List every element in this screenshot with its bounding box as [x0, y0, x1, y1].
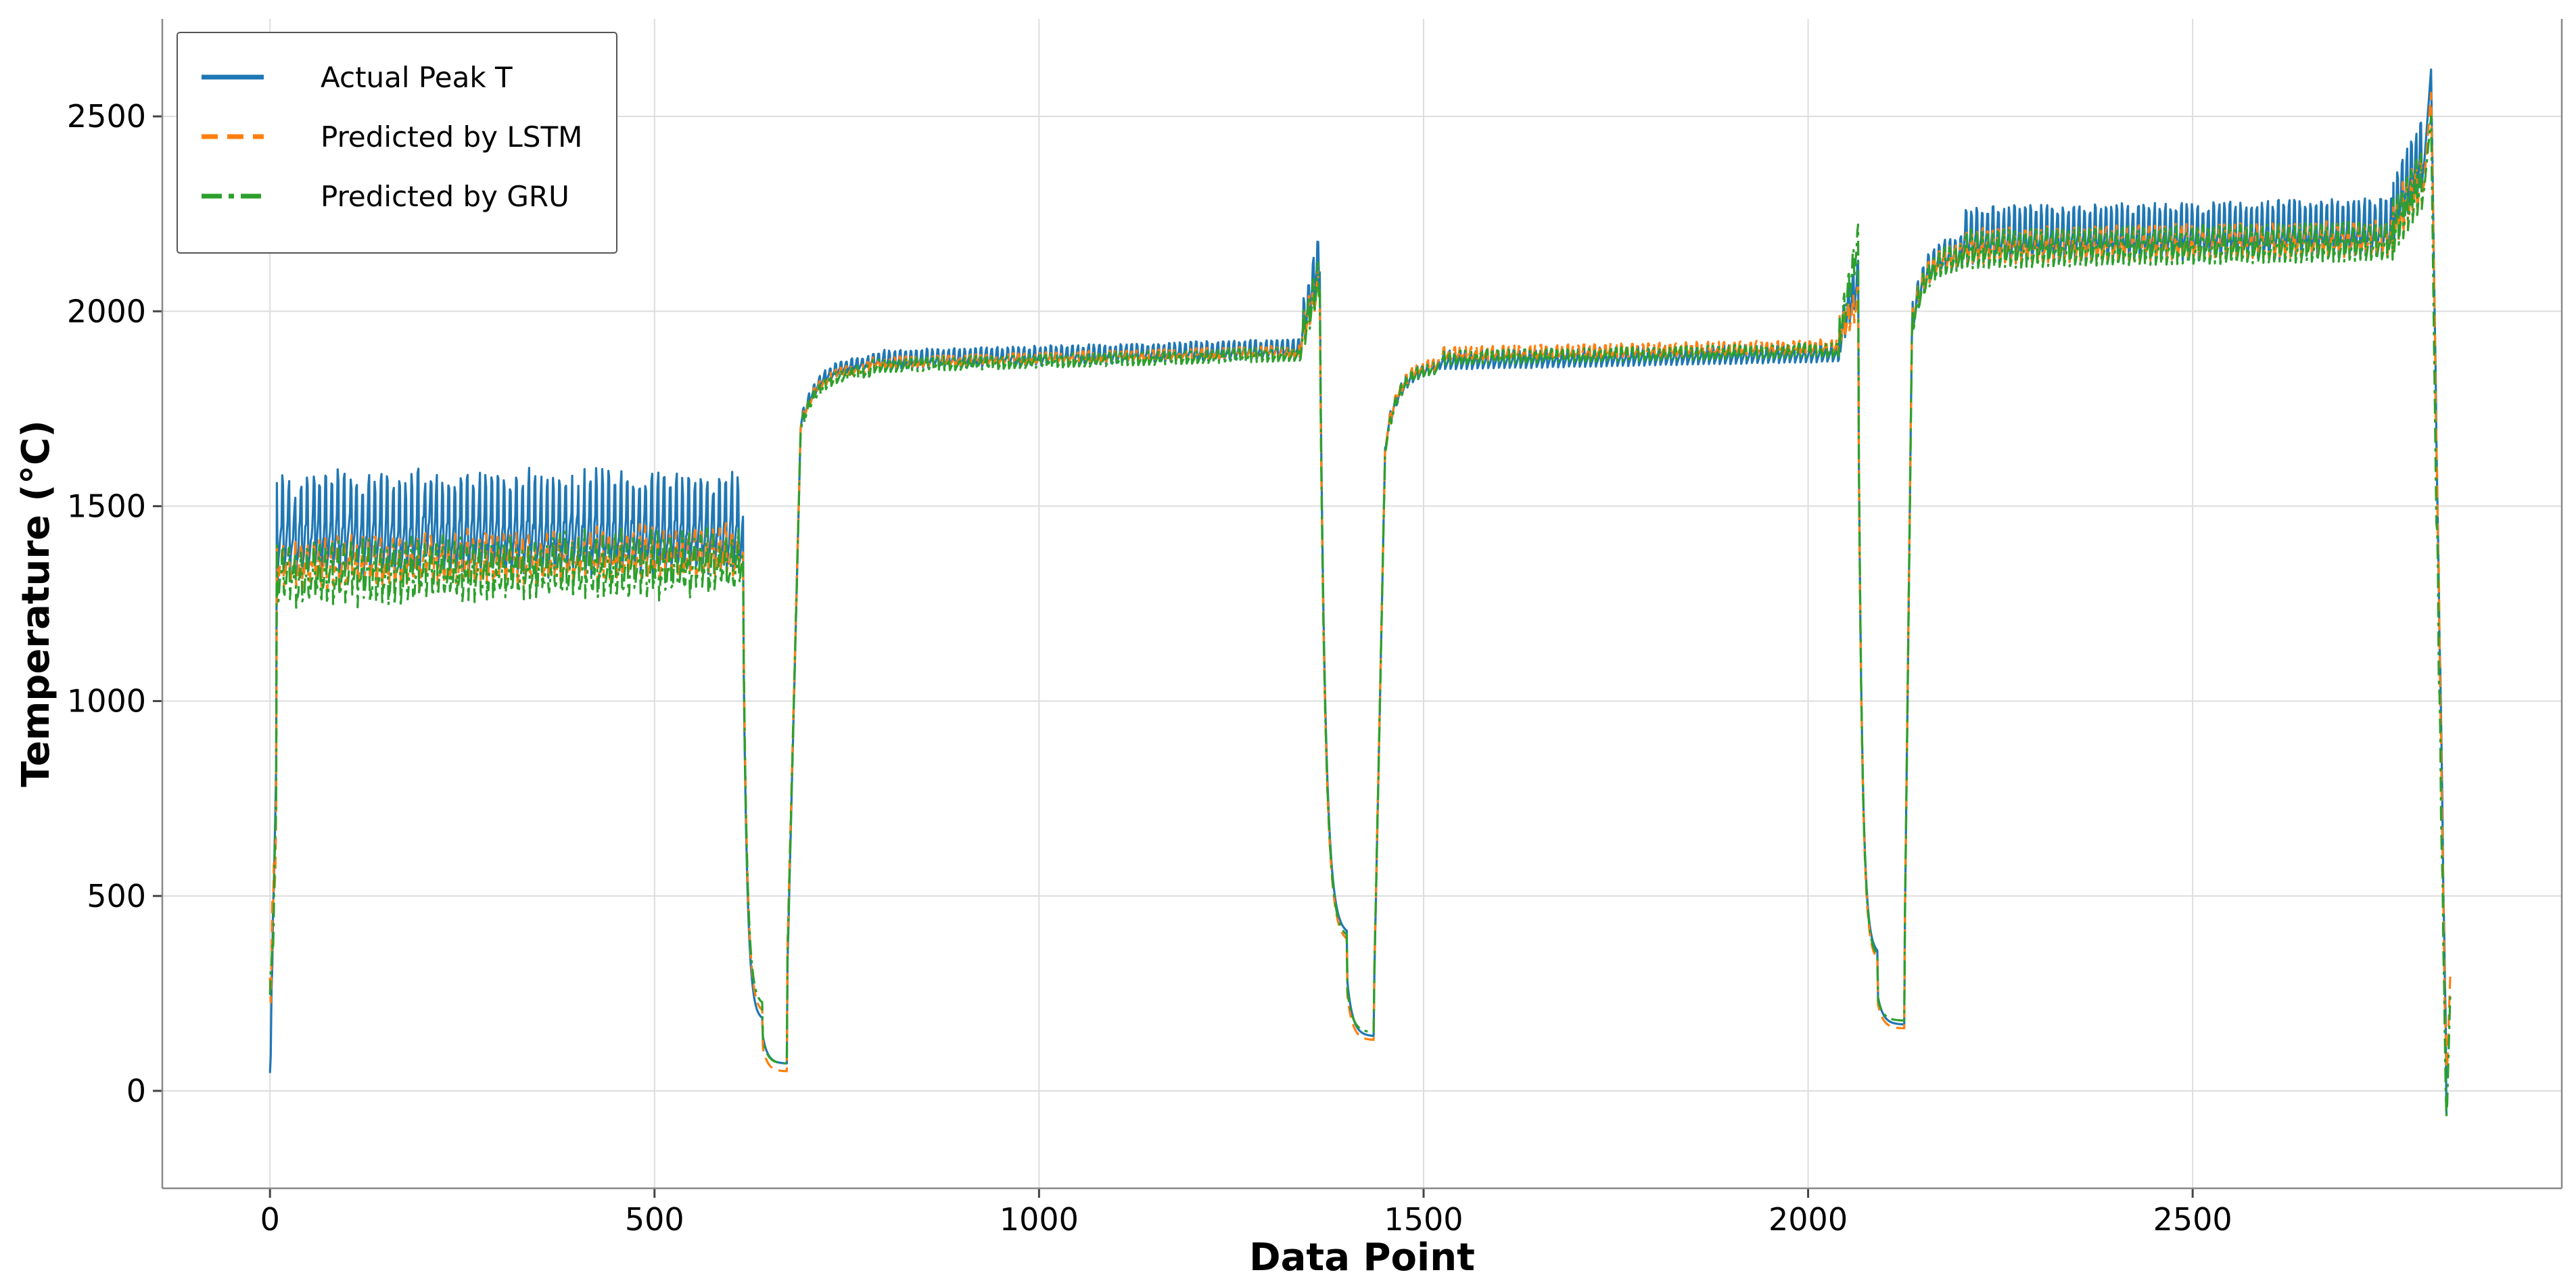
series-line-1	[268, 91, 2452, 1073]
x-axis-title: Data Point	[1249, 1236, 1475, 1280]
x-tick-label: 0	[260, 1201, 280, 1238]
legend-label-gru: Predicted by GRU	[321, 180, 569, 213]
plot-area	[268, 68, 2452, 1118]
y-axis-title: Temperature (°C)	[14, 420, 58, 787]
x-tick-label: 500	[625, 1201, 684, 1238]
legend-box	[177, 32, 617, 254]
legend-entry-gru: Predicted by GRU	[202, 180, 569, 213]
y-tick-label: 500	[87, 878, 146, 914]
x-tick-label: 2500	[2153, 1201, 2232, 1238]
legend-label-actual: Actual Peak T	[321, 61, 513, 94]
x-tick-label: 1000	[1000, 1201, 1079, 1238]
series-line-0	[268, 68, 2448, 1115]
tick-labels: 0 500 1000 1500 2000 2500 0 500 1000 1500 2000 2500	[67, 98, 2232, 1238]
y-tick-label: 1000	[67, 683, 146, 720]
x-tick-label: 2000	[1769, 1201, 1848, 1238]
legend-entry-lstm: Predicted by LSTM	[202, 120, 582, 154]
legend: Actual Peak T Predicted by LSTM Predicte…	[177, 32, 617, 254]
y-tick-label: 2000	[67, 293, 146, 329]
x-tick-label: 1500	[1384, 1201, 1463, 1238]
y-tick-label: 0	[126, 1073, 146, 1109]
grid-lines	[162, 19, 2562, 1188]
series-line-2	[268, 115, 2452, 1118]
y-tick-label: 1500	[67, 488, 146, 524]
axes	[153, 19, 2563, 1198]
y-tick-label: 2500	[67, 98, 146, 135]
legend-label-lstm: Predicted by LSTM	[321, 120, 582, 154]
legend-entry-actual: Actual Peak T	[202, 61, 513, 94]
